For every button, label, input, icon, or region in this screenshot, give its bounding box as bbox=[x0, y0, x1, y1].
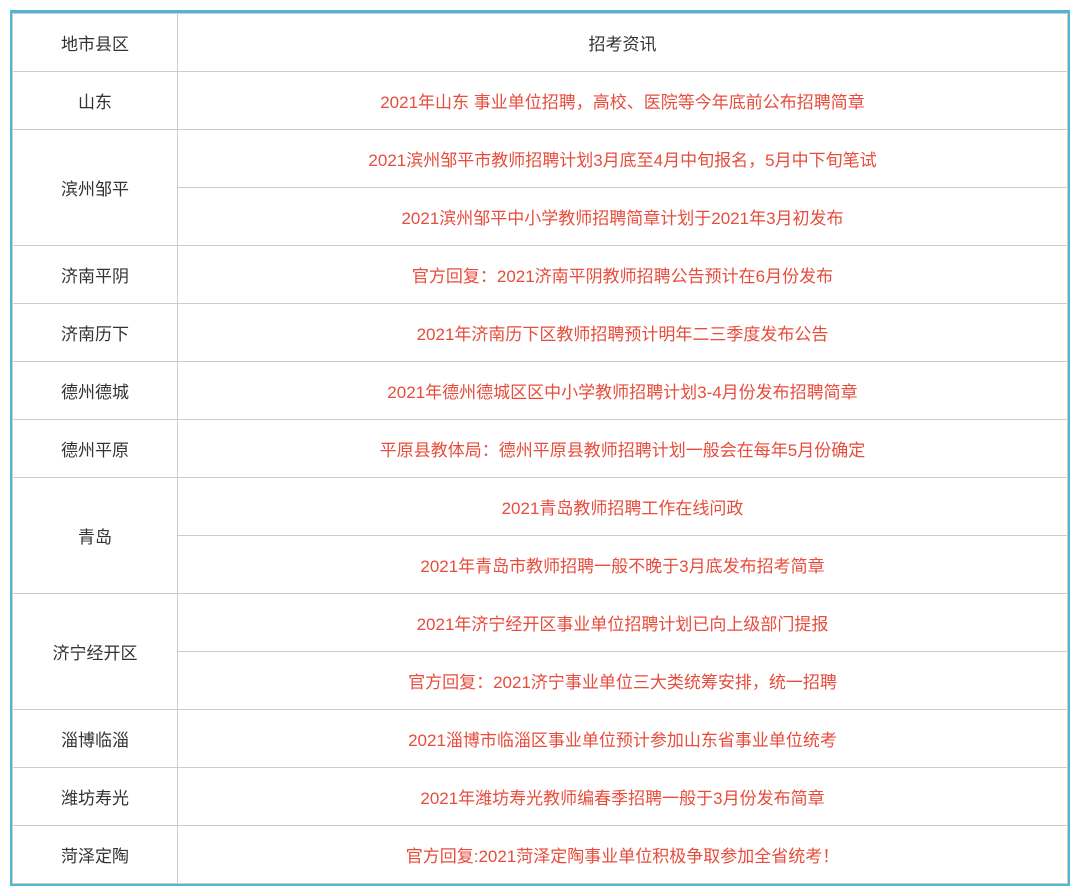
info-cell: 2021年济宁经开区事业单位招聘计划已向上级部门提报 bbox=[178, 594, 1068, 652]
info-link[interactable]: 2021年青岛市教师招聘一般不晚于3月底发布招考简章 bbox=[420, 557, 824, 576]
recruitment-table-container: 地市县区 招考资讯 山东 2021年山东 事业单位招聘，高校、医院等今年底前公布招… bbox=[10, 10, 1070, 886]
info-cell: 2021年济南历下区教师招聘预计明年二三季度发布公告 bbox=[178, 304, 1068, 362]
region-cell: 济宁经开区 bbox=[13, 594, 178, 710]
table-row: 济南平阴 官方回复：2021济南平阴教师招聘公告预计在6月份发布 bbox=[13, 246, 1068, 304]
info-cell: 2021年青岛市教师招聘一般不晚于3月底发布招考简章 bbox=[178, 536, 1068, 594]
table-row: 德州平原 平原县教体局：德州平原县教师招聘计划一般会在每年5月份确定 bbox=[13, 420, 1068, 478]
region-cell: 淄博临淄 bbox=[13, 710, 178, 768]
recruitment-table: 地市县区 招考资讯 山东 2021年山东 事业单位招聘，高校、医院等今年底前公布招… bbox=[12, 13, 1068, 884]
info-link[interactable]: 2021淄博市临淄区事业单位预计参加山东省事业单位统考 bbox=[408, 731, 837, 750]
region-cell: 滨州邹平 bbox=[13, 130, 178, 246]
info-link[interactable]: 2021滨州邹平中小学教师招聘简章计划于2021年3月初发布 bbox=[401, 209, 843, 228]
info-link[interactable]: 官方回复：2021济宁事业单位三大类统筹安排，统一招聘 bbox=[408, 673, 837, 692]
table-body: 山东2021年山东 事业单位招聘，高校、医院等今年底前公布招聘简章滨州邹平202… bbox=[13, 72, 1068, 884]
region-cell: 山东 bbox=[13, 72, 178, 130]
table-row: 济南历下 2021年济南历下区教师招聘预计明年二三季度发布公告 bbox=[13, 304, 1068, 362]
table-row: 青岛2021青岛教师招聘工作在线问政 bbox=[13, 478, 1068, 536]
info-cell: 官方回复：2021济宁事业单位三大类统筹安排，统一招聘 bbox=[178, 652, 1068, 710]
table-row: 淄博临淄 2021淄博市临淄区事业单位预计参加山东省事业单位统考 bbox=[13, 710, 1068, 768]
table-row: 德州德城 2021年德州德城区区中小学教师招聘计划3-4月份发布招聘简章 bbox=[13, 362, 1068, 420]
info-link[interactable]: 官方回复：2021济南平阴教师招聘公告预计在6月份发布 bbox=[412, 267, 833, 286]
info-cell: 2021淄博市临淄区事业单位预计参加山东省事业单位统考 bbox=[178, 710, 1068, 768]
table-row: 潍坊寿光 2021年潍坊寿光教师编春季招聘一般于3月份发布简章 bbox=[13, 768, 1068, 826]
region-cell: 济南历下 bbox=[13, 304, 178, 362]
region-cell: 潍坊寿光 bbox=[13, 768, 178, 826]
header-info: 招考资讯 bbox=[178, 14, 1068, 72]
table-header-row: 地市县区 招考资讯 bbox=[13, 14, 1068, 72]
info-cell: 2021年山东 事业单位招聘，高校、医院等今年底前公布招聘简章 bbox=[178, 72, 1068, 130]
region-cell: 德州平原 bbox=[13, 420, 178, 478]
info-cell: 官方回复：2021济南平阴教师招聘公告预计在6月份发布 bbox=[178, 246, 1068, 304]
info-cell: 官方回复:2021菏泽定陶事业单位积极争取参加全省统考！ bbox=[178, 826, 1068, 884]
info-cell: 平原县教体局：德州平原县教师招聘计划一般会在每年5月份确定 bbox=[178, 420, 1068, 478]
info-link[interactable]: 2021年济南历下区教师招聘预计明年二三季度发布公告 bbox=[417, 325, 829, 344]
header-region: 地市县区 bbox=[13, 14, 178, 72]
info-link[interactable]: 官方回复:2021菏泽定陶事业单位积极争取参加全省统考！ bbox=[406, 847, 840, 866]
info-cell: 2021年德州德城区区中小学教师招聘计划3-4月份发布招聘简章 bbox=[178, 362, 1068, 420]
region-cell: 济南平阴 bbox=[13, 246, 178, 304]
table-row: 山东 2021年山东 事业单位招聘，高校、医院等今年底前公布招聘简章 bbox=[13, 72, 1068, 130]
table-row: 滨州邹平2021滨州邹平市教师招聘计划3月底至4月中旬报名，5月中下旬笔试 bbox=[13, 130, 1068, 188]
info-cell: 2021滨州邹平中小学教师招聘简章计划于2021年3月初发布 bbox=[178, 188, 1068, 246]
region-cell: 德州德城 bbox=[13, 362, 178, 420]
info-link[interactable]: 2021年潍坊寿光教师编春季招聘一般于3月份发布简章 bbox=[420, 789, 824, 808]
info-link[interactable]: 2021年济宁经开区事业单位招聘计划已向上级部门提报 bbox=[417, 615, 829, 634]
table-row: 济宁经开区2021年济宁经开区事业单位招聘计划已向上级部门提报 bbox=[13, 594, 1068, 652]
region-cell: 菏泽定陶 bbox=[13, 826, 178, 884]
info-link[interactable]: 2021滨州邹平市教师招聘计划3月底至4月中旬报名，5月中下旬笔试 bbox=[368, 151, 876, 170]
region-cell: 青岛 bbox=[13, 478, 178, 594]
info-link[interactable]: 2021年山东 事业单位招聘，高校、医院等今年底前公布招聘简章 bbox=[380, 93, 865, 112]
info-cell: 2021滨州邹平市教师招聘计划3月底至4月中旬报名，5月中下旬笔试 bbox=[178, 130, 1068, 188]
info-cell: 2021青岛教师招聘工作在线问政 bbox=[178, 478, 1068, 536]
table-row: 菏泽定陶 官方回复:2021菏泽定陶事业单位积极争取参加全省统考！ bbox=[13, 826, 1068, 884]
info-link[interactable]: 平原县教体局：德州平原县教师招聘计划一般会在每年5月份确定 bbox=[380, 441, 865, 460]
info-cell: 2021年潍坊寿光教师编春季招聘一般于3月份发布简章 bbox=[178, 768, 1068, 826]
info-link[interactable]: 2021年德州德城区区中小学教师招聘计划3-4月份发布招聘简章 bbox=[387, 383, 857, 402]
info-link[interactable]: 2021青岛教师招聘工作在线问政 bbox=[502, 499, 744, 518]
